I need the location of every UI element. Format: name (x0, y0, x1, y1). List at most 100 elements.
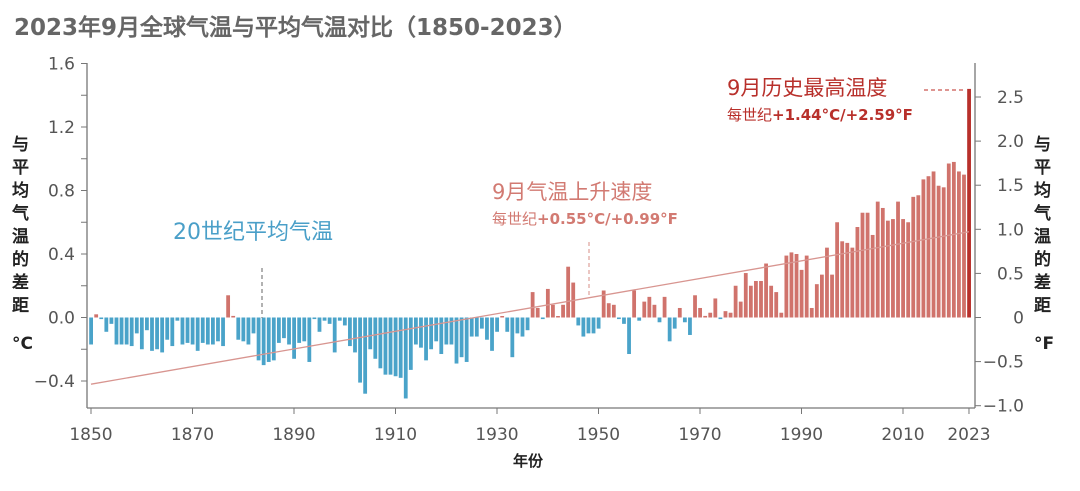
bar-2008 (891, 219, 895, 318)
bar-1965 (672, 317, 677, 329)
bar-1883 (256, 317, 261, 361)
x-axis-ticks: 1850 1870 1890 1910 1930 1950 1970 1990 2010 2023 (69, 408, 991, 445)
bar-1936 (525, 317, 530, 331)
bar-1920 (444, 317, 449, 345)
bar-1935 (520, 317, 525, 337)
bar-2010 (901, 219, 905, 318)
bar-1983 (764, 263, 768, 318)
bar-1952 (606, 303, 611, 318)
y-axis-label-left: 与平均气温的差距 (11, 135, 29, 316)
bar-1873 (205, 317, 210, 345)
bar-1941 (551, 304, 555, 318)
bar-1885 (266, 317, 271, 362)
record-annotation-sub: 每世纪+1.44°C/+2.59°F (727, 106, 913, 124)
bar-1979 (743, 273, 748, 318)
bar-1891 (297, 317, 302, 343)
bar-1911 (398, 317, 403, 378)
bar-1857 (124, 317, 129, 345)
y-axis-unit-right: °F (1034, 334, 1054, 354)
bar-1882 (251, 317, 256, 334)
chart-title: 2023年9月全球气温与平均气温对比（1850-2023） (14, 14, 577, 41)
bar-1933 (510, 317, 515, 358)
bar-1934 (515, 317, 520, 334)
bar-1886 (271, 317, 276, 361)
left-tick-label: −0.4 (34, 372, 75, 392)
bar-2011 (906, 222, 911, 318)
bar-2000 (850, 247, 855, 318)
x-tick-label: 1990 (780, 425, 823, 445)
bar-1854 (109, 317, 114, 324)
bar-1932 (505, 317, 510, 332)
bar-1944 (566, 266, 571, 318)
right-tick-label: −0.5 (983, 353, 1024, 373)
bar-2021 (957, 171, 961, 318)
bar-1950 (596, 317, 601, 329)
bar-1877 (226, 295, 231, 318)
bar-1875 (216, 317, 220, 342)
bar-2020 (951, 161, 956, 318)
bar-1923 (459, 317, 464, 358)
bar-1954 (617, 317, 621, 320)
x-tick-label: 1870 (171, 425, 214, 445)
record-sub-prefix: 每世纪 (727, 106, 772, 124)
bar-1890 (292, 317, 296, 359)
bar-1881 (246, 317, 251, 345)
rate-sub-value: +0.55°C/+0.99°F (537, 210, 678, 228)
bar-1939 (540, 317, 545, 320)
bar-1868 (180, 317, 185, 345)
bar-1913 (408, 317, 413, 370)
bar-1982 (759, 280, 763, 318)
left-tick-label: 1.6 (48, 55, 75, 75)
bar-1993 (814, 284, 819, 318)
bar-1917 (429, 317, 434, 350)
bar-1922 (454, 317, 459, 364)
bar-2009 (896, 201, 900, 318)
bar-1985 (774, 292, 779, 318)
bar-1989 (794, 254, 799, 318)
bar-1974 (718, 317, 723, 320)
bar-1889 (287, 317, 291, 345)
bar-1874 (211, 317, 215, 345)
bar-1931 (500, 316, 505, 318)
bar-1972 (708, 312, 713, 318)
bar-1893 (307, 317, 312, 362)
bar-1978 (738, 301, 743, 318)
right-axis-ticks: 2.5 2.0 1.5 1.0 0.5 0 −0.5 −1.0 (975, 88, 1024, 417)
bar-1927 (479, 317, 484, 329)
bar-1851 (94, 314, 99, 318)
bar-1921 (449, 317, 454, 345)
right-tick-label: 2.0 (997, 132, 1024, 152)
x-tick-label: 1930 (475, 425, 518, 445)
bar-1887 (276, 317, 281, 343)
bar-1953 (611, 304, 616, 318)
bar-1981 (754, 280, 758, 318)
bar-2012 (911, 196, 916, 318)
bar-1930 (495, 317, 499, 332)
y-axis-label-right: 与平均气温的差距 (1033, 135, 1051, 316)
x-tick-label: 2023 (947, 425, 990, 445)
bar-1864 (160, 317, 165, 353)
bar-1876 (221, 317, 225, 347)
bar-1942 (556, 316, 560, 318)
bar-1976 (728, 312, 733, 318)
bar-2013 (916, 195, 921, 318)
right-tick-label: 1.5 (997, 176, 1024, 196)
bar-1871 (195, 317, 200, 351)
x-axis-label: 年份 (513, 452, 544, 470)
bar-1963 (662, 296, 667, 318)
bar-1948 (586, 317, 591, 334)
bar-2006 (880, 207, 885, 318)
bar-1973 (713, 298, 718, 318)
bar-1858 (129, 317, 134, 347)
bar-1906 (373, 317, 378, 359)
bar-1884 (261, 317, 266, 366)
bar-1925 (469, 317, 474, 337)
baseline-annotation: 20世纪平均气温 (173, 220, 333, 245)
x-tick-label: 2010 (881, 425, 924, 445)
bar-2001 (855, 227, 860, 318)
bar-2005 (875, 201, 880, 318)
bar-1859 (134, 317, 139, 334)
bar-1959 (642, 301, 647, 318)
bar-1949 (591, 317, 596, 334)
